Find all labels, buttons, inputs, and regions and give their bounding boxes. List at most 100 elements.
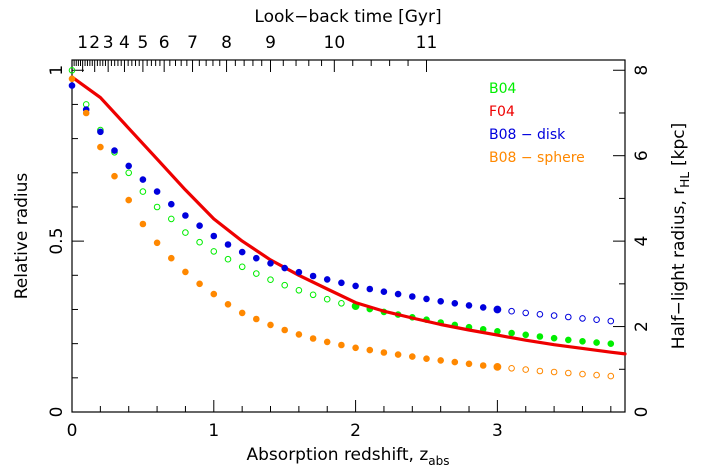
point: [380, 288, 388, 296]
legend-b04: B04: [489, 81, 517, 97]
point: [267, 321, 274, 329]
y-tick-label-left: 1: [47, 65, 67, 76]
point: [68, 67, 76, 74]
series-b08-sphere: [68, 75, 615, 380]
point: [153, 239, 161, 247]
point: [210, 248, 218, 255]
top-tick-label: 8: [221, 33, 232, 53]
point: [139, 220, 147, 228]
point: [252, 270, 260, 277]
top-tick-label: 1: [77, 33, 88, 53]
point: [309, 272, 317, 280]
point: [125, 169, 132, 177]
point: [281, 281, 289, 289]
x-tick-label: 0: [67, 421, 78, 441]
point: [437, 357, 445, 364]
point: [479, 362, 487, 369]
point: [579, 315, 586, 322]
top-tick-label: 3: [103, 33, 114, 53]
point: [97, 143, 104, 151]
y-tick-label-right: 4: [632, 236, 652, 247]
left-axis-title: Relative radius: [12, 173, 32, 300]
point: [210, 290, 218, 298]
point: [465, 302, 473, 309]
series-b04: [68, 67, 615, 348]
point: [451, 358, 459, 366]
legend: B04 F04 B08 − disk B08 − sphere: [489, 81, 585, 166]
point: [423, 295, 430, 303]
point: [508, 307, 515, 315]
right-axis-title-unit: [kpc]: [669, 123, 689, 166]
point: [281, 326, 289, 334]
y-tick-label-right: 2: [632, 321, 652, 332]
x-tick-label: 1: [208, 421, 219, 441]
point: [281, 264, 289, 272]
point: [295, 268, 303, 276]
point: [338, 279, 345, 287]
point: [323, 295, 331, 303]
point: [437, 298, 445, 305]
point: [352, 344, 359, 352]
point: [366, 346, 374, 354]
point: [309, 291, 317, 299]
point: [309, 335, 317, 342]
point: [593, 339, 600, 346]
point: [380, 349, 388, 356]
point: [139, 188, 147, 195]
top-axis-title: Look−back time [Gyr]: [254, 7, 441, 27]
point: [224, 255, 232, 263]
x-axis-title-sub: abs: [428, 454, 449, 468]
line-f04: [70, 75, 627, 356]
point: [111, 172, 118, 180]
point: [423, 355, 430, 363]
point: [182, 212, 189, 219]
x-tick-label: 3: [492, 421, 503, 441]
point: [82, 109, 90, 117]
point: [168, 200, 175, 208]
point: [295, 287, 303, 294]
y-tick-label-right: 0: [632, 407, 652, 418]
point: [323, 338, 331, 346]
top-tick-label: 2: [89, 33, 100, 53]
point: [522, 309, 530, 317]
point: [593, 371, 600, 379]
point: [196, 280, 203, 288]
x-axis-title: Absorption redshift, zabs: [247, 445, 450, 468]
point: [338, 300, 345, 307]
point: [125, 196, 132, 204]
point: [508, 329, 515, 337]
point: [394, 290, 402, 298]
point: [68, 82, 76, 89]
point: [210, 232, 218, 240]
top-tick-label: 10: [324, 33, 346, 53]
point: [267, 260, 274, 267]
point: [550, 368, 558, 376]
legend-f04: F04: [489, 104, 515, 120]
point: [295, 331, 303, 338]
y-tick-label-right: 6: [632, 150, 652, 161]
point: [607, 340, 615, 348]
top-tick-label: 7: [187, 33, 198, 53]
point: [409, 353, 416, 360]
point: [536, 311, 544, 318]
point: [536, 367, 544, 375]
point: [550, 312, 558, 319]
point: [338, 341, 345, 349]
point: [522, 366, 530, 373]
y-tick-label-right: 8: [632, 65, 652, 76]
point: [267, 276, 274, 284]
point: [125, 162, 132, 170]
series-layer: [68, 67, 627, 380]
point: [139, 176, 147, 183]
point: [168, 215, 175, 223]
point: [182, 268, 189, 276]
point: [238, 263, 246, 271]
point: [493, 363, 502, 371]
legend-b08-disk: B08 − disk: [489, 127, 566, 143]
series-b08-disk: [68, 82, 615, 325]
point: [252, 315, 260, 323]
point: [111, 147, 118, 154]
point: [565, 313, 572, 321]
point: [252, 254, 260, 262]
